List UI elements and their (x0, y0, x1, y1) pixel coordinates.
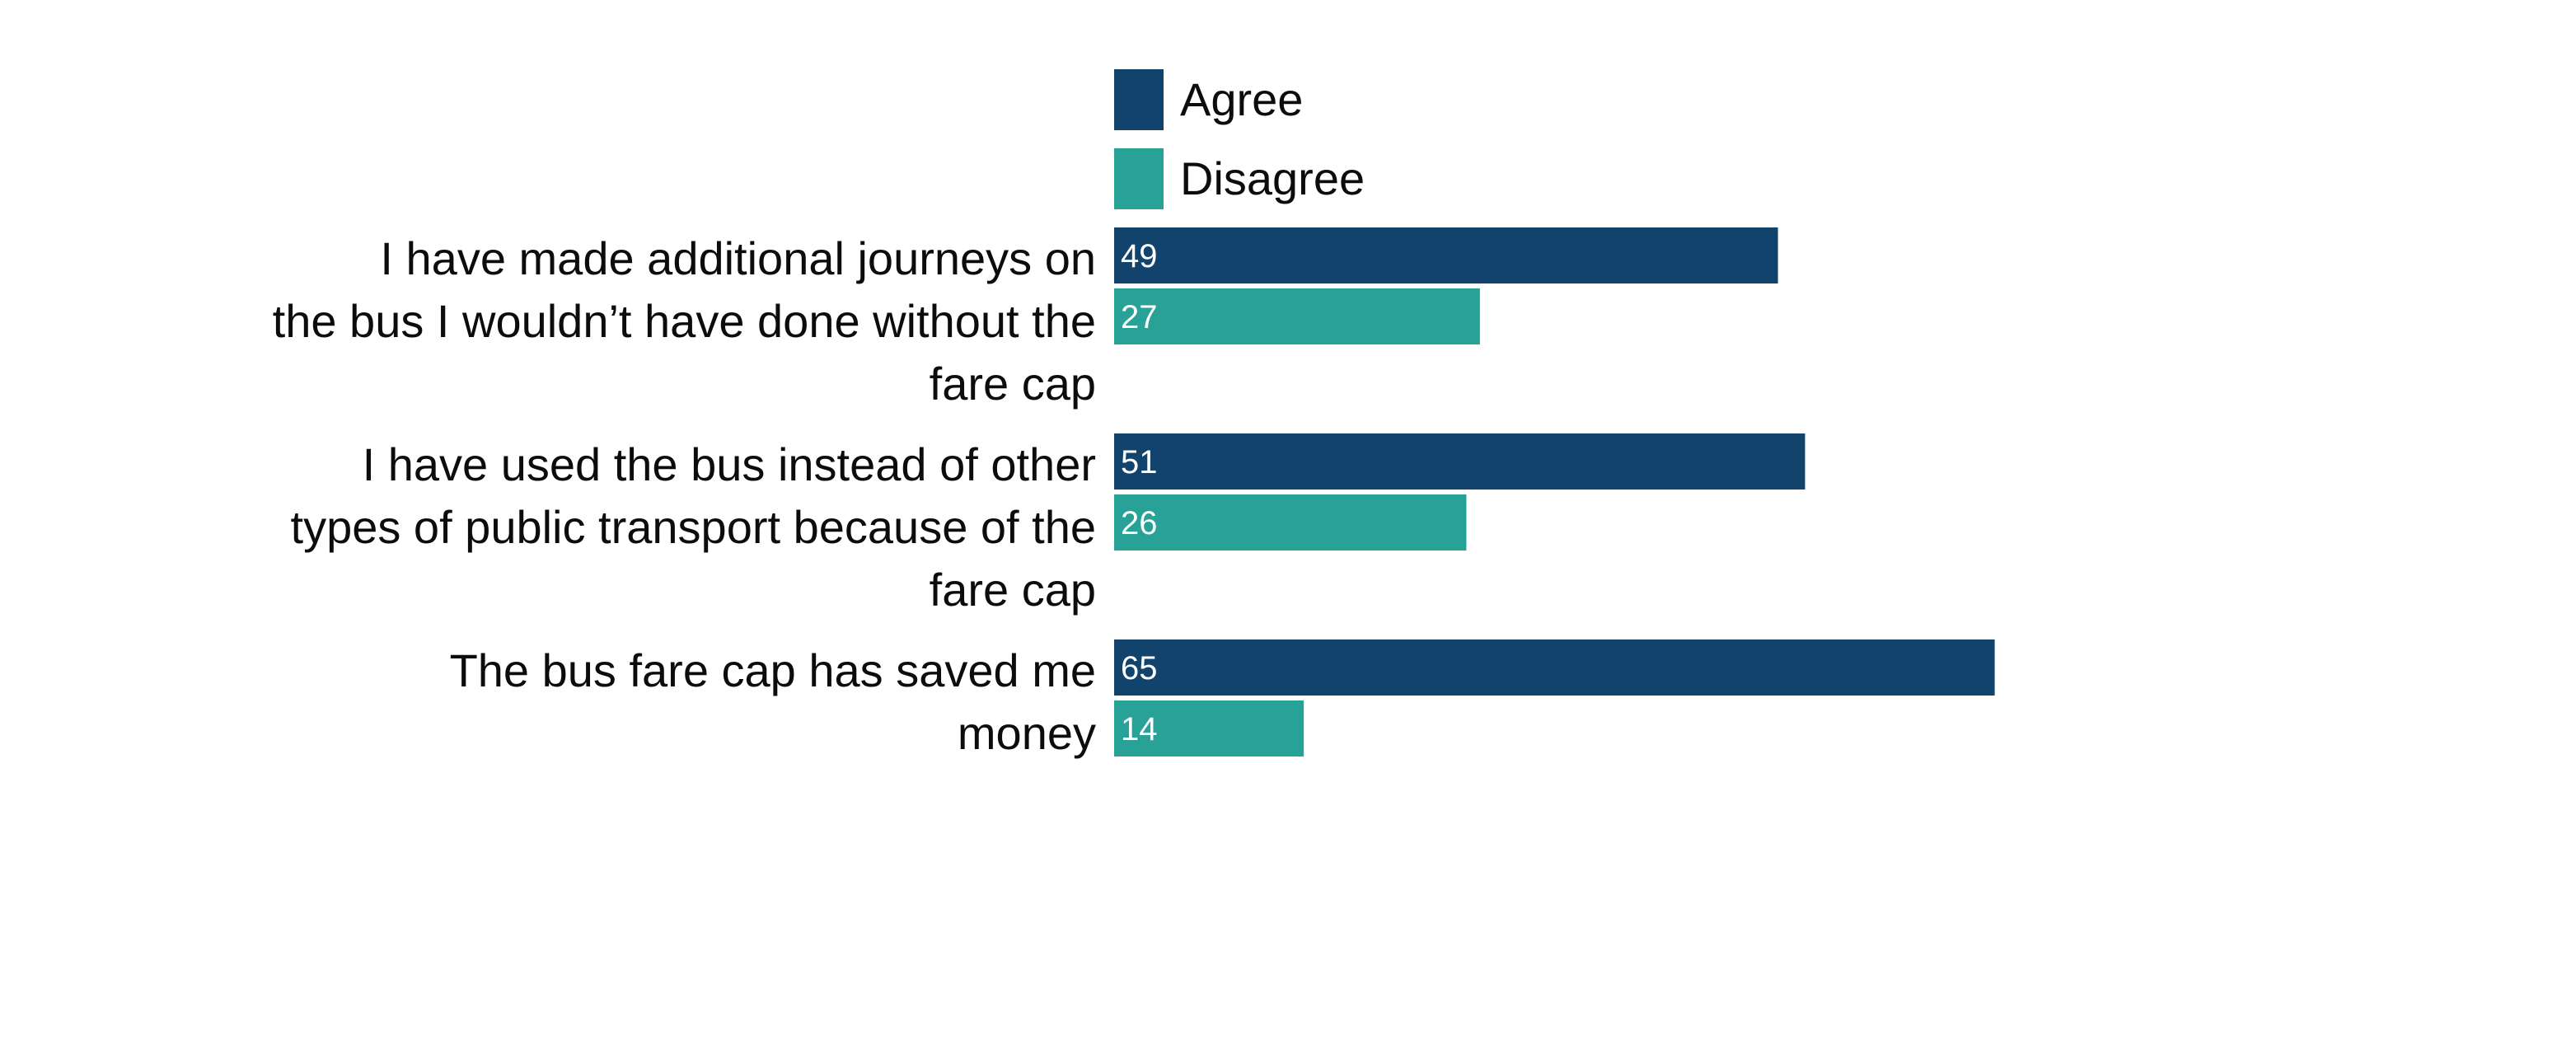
category-labels: I have made additional journeys on the bu… (273, 232, 1096, 759)
category-label-3: The bus fare cap has saved me money (450, 644, 1096, 759)
category-label-line: I have used the bus instead of other (363, 438, 1096, 490)
bar-disagree-2 (1114, 494, 1467, 550)
bar-agree-3 (1114, 639, 1995, 696)
legend-label-disagree: Disagree (1180, 152, 1365, 204)
category-label-line: fare cap (930, 564, 1096, 616)
legend-label-agree: Agree (1180, 73, 1303, 125)
bar-value-label-agree-1: 49 (1121, 238, 1158, 274)
category-label-line: types of public transport because of the (291, 501, 1096, 553)
category-label-line: the bus I wouldn’t have done without the (273, 295, 1096, 347)
legend-swatch-disagree (1114, 148, 1164, 209)
category-label-line: fare cap (930, 358, 1096, 410)
legend: Agree Disagree (1114, 69, 1365, 209)
bar-disagree-3 (1114, 700, 1304, 757)
bar-value-label-agree-2: 51 (1121, 444, 1158, 480)
bar-agree-1 (1114, 227, 1778, 283)
bars: 49 27 51 26 65 14 (1114, 227, 1995, 757)
bar-value-label-disagree-1: 27 (1121, 299, 1158, 335)
category-label-line: The bus fare cap has saved me (450, 644, 1096, 696)
bar-value-label-agree-3: 65 (1121, 650, 1158, 686)
bar-value-label-disagree-2: 26 (1121, 505, 1158, 541)
legend-swatch-agree (1114, 69, 1164, 130)
bar-disagree-1 (1114, 288, 1480, 344)
category-label-line: money (958, 707, 1096, 759)
bar-agree-2 (1114, 433, 1806, 490)
category-label-1: I have made additional journeys on the bu… (273, 232, 1096, 410)
category-label-2: I have used the bus instead of other type… (291, 438, 1096, 616)
bar-value-label-disagree-3: 14 (1121, 711, 1158, 747)
category-label-line: I have made additional journeys on (380, 232, 1096, 284)
